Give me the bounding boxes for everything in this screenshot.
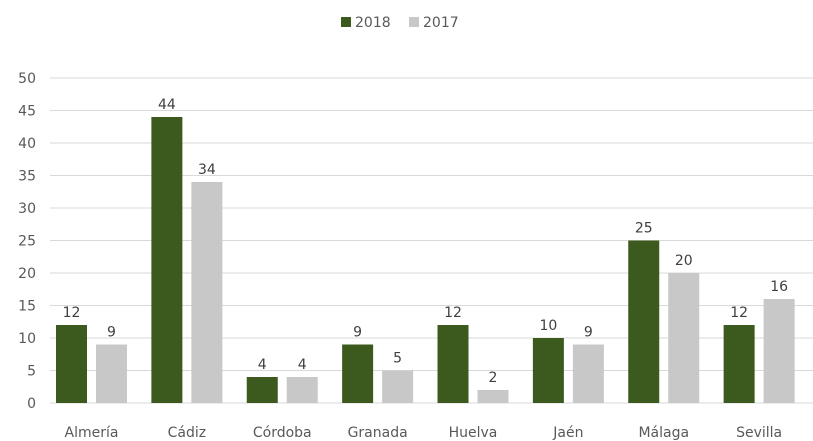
legend-label: 2017 <box>423 15 459 31</box>
y-tick-label: 5 <box>27 364 36 380</box>
data-label: 9 <box>107 325 116 341</box>
data-label: 5 <box>393 351 402 367</box>
x-category-label: Córdoba <box>253 425 312 441</box>
data-label: 16 <box>770 279 788 295</box>
y-tick-label: 25 <box>18 234 36 250</box>
y-tick-label: 50 <box>18 71 36 87</box>
bar-2018-Jaén <box>532 338 564 403</box>
bars <box>56 117 795 403</box>
legend-label: 2018 <box>355 15 391 31</box>
legend-swatch <box>409 17 419 27</box>
data-label: 12 <box>63 305 81 321</box>
bar-2018-Granada <box>342 344 374 403</box>
bar-2017-Huelva <box>477 390 509 403</box>
bar-2017-Granada <box>382 370 414 403</box>
legend: 2018 2017 <box>341 15 459 31</box>
data-label: 20 <box>675 253 693 269</box>
x-category-label: Jaén <box>552 425 583 441</box>
y-tick-label: 35 <box>18 169 36 185</box>
y-tick-label: 30 <box>18 201 36 217</box>
bar-2017-Sevilla <box>763 299 795 403</box>
bar-2017-Málaga <box>668 273 700 403</box>
y-tick-label: 10 <box>18 331 36 347</box>
bar-2017-Córdoba <box>286 377 318 403</box>
data-label: 9 <box>584 325 593 341</box>
y-tick-label: 40 <box>18 136 36 152</box>
data-label: 34 <box>198 162 216 178</box>
data-label: 4 <box>258 357 267 373</box>
bar-2018-Cádiz <box>151 117 183 403</box>
y-tick-label: 0 <box>27 396 36 412</box>
data-label: 2 <box>489 370 498 386</box>
x-axis: Almería Cádiz Córdoba Granada Huelva Jaén Mála… <box>65 425 783 441</box>
bar-2018-Huelva <box>437 325 469 403</box>
bar-2017-Almería <box>96 344 127 403</box>
x-category-label: Sevilla <box>736 425 782 441</box>
legend-swatch <box>341 17 351 27</box>
data-label: 9 <box>353 325 362 341</box>
bar-2017-Cádiz <box>191 182 223 403</box>
data-label: 4 <box>298 357 307 373</box>
y-axis: 0 5 10 15 20 25 30 35 40 45 50 <box>18 71 36 412</box>
data-label: 10 <box>539 318 557 334</box>
y-tick-label: 45 <box>18 104 36 120</box>
data-label: 44 <box>158 97 176 113</box>
x-category-label: Málaga <box>638 425 689 441</box>
x-category-label: Granada <box>348 425 408 441</box>
bar-2018-Córdoba <box>246 377 278 403</box>
bar-2017-Jaén <box>572 344 604 403</box>
data-label: 12 <box>444 305 462 321</box>
bar-2018-Málaga <box>628 240 660 403</box>
x-category-label: Cádiz <box>168 425 206 441</box>
x-category-label: Huelva <box>449 425 498 441</box>
y-tick-label: 20 <box>18 266 36 282</box>
bar-2018-Almería <box>56 325 87 403</box>
x-category-label: Almería <box>65 425 119 441</box>
bar-2018-Sevilla <box>723 325 755 403</box>
y-tick-label: 15 <box>18 299 36 315</box>
data-label: 25 <box>635 221 653 237</box>
data-label: 12 <box>730 305 748 321</box>
